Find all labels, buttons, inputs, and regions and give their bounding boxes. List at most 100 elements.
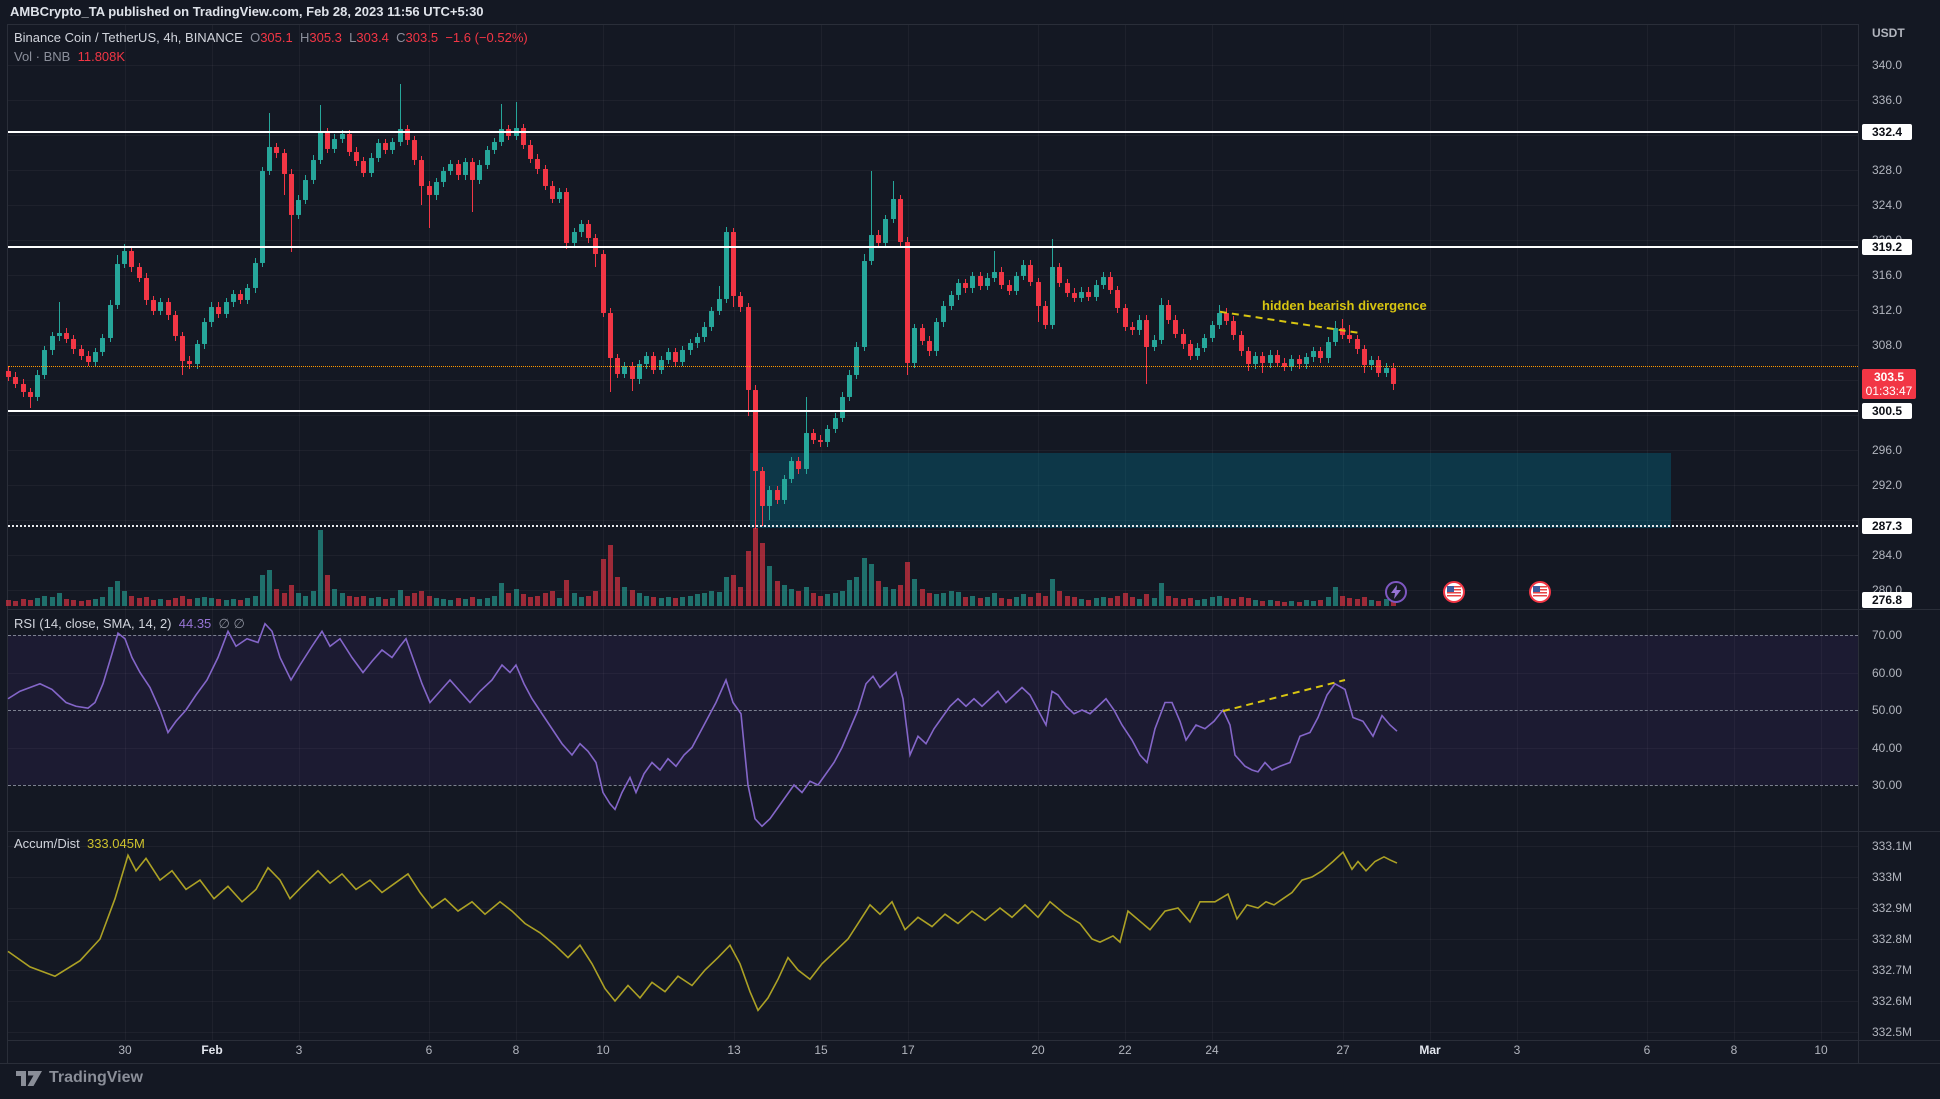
candle-body[interactable] (810, 433, 816, 440)
candle-body[interactable] (13, 376, 19, 384)
candle-body[interactable] (832, 417, 838, 429)
rsi-axis-tick[interactable]: 40.00 (1872, 740, 1903, 755)
candle-body[interactable] (238, 294, 243, 300)
candle-body[interactable] (1390, 367, 1396, 385)
candle-body[interactable] (745, 307, 751, 390)
price-axis-tick[interactable]: 308.0 (1872, 338, 1903, 352)
time-axis-label[interactable]: 30 (118, 1043, 132, 1057)
candle-body[interactable] (375, 142, 381, 158)
candle-body[interactable] (158, 302, 164, 311)
candle-body[interactable] (85, 355, 91, 362)
candle-body[interactable] (172, 315, 178, 337)
candle-body[interactable] (992, 271, 997, 278)
candle-body[interactable] (209, 306, 214, 323)
time-axis-label[interactable]: 22 (1118, 1043, 1132, 1057)
candle-body[interactable] (658, 359, 664, 370)
candle-body[interactable] (49, 336, 55, 351)
time-axis-label[interactable]: 13 (727, 1043, 741, 1057)
rsi-axis-tick[interactable]: 60.00 (1872, 665, 1903, 680)
candle-body[interactable] (325, 132, 330, 149)
candle-body[interactable] (535, 158, 541, 170)
candle-body[interactable] (673, 352, 678, 362)
candle-body[interactable] (419, 160, 425, 186)
candle-body[interactable] (1238, 335, 1244, 352)
candle-body[interactable] (1173, 319, 1179, 334)
price-axis-tick[interactable]: 296.0 (1872, 443, 1903, 457)
candle-body[interactable] (201, 322, 207, 345)
candle-body[interactable] (955, 282, 961, 296)
candle-body[interactable] (93, 352, 98, 362)
candle-body[interactable] (600, 254, 606, 313)
candle-body[interactable] (861, 261, 867, 347)
candle-body[interactable] (1050, 267, 1055, 325)
candle-body[interactable] (1035, 282, 1041, 306)
candle-body[interactable] (6, 371, 11, 377)
candle-body[interactable] (767, 490, 773, 506)
candle-body[interactable] (586, 224, 591, 239)
candle-body[interactable] (694, 337, 700, 344)
candle-body[interactable] (854, 346, 860, 375)
candle-body[interactable] (1296, 359, 1302, 365)
candle-body[interactable] (839, 396, 845, 418)
candle-body[interactable] (1071, 292, 1077, 298)
price-level-line[interactable] (8, 525, 1858, 528)
candle-body[interactable] (1231, 320, 1237, 336)
candle-body[interactable] (1347, 334, 1353, 339)
candle-body[interactable] (1151, 339, 1157, 347)
candle-body[interactable] (462, 162, 468, 176)
candle-body[interactable] (499, 128, 504, 142)
rsi-legend[interactable]: RSI (14, close, SMA, 14, 2) 44.35 ∅ ∅ (14, 616, 245, 632)
time-axis-label[interactable]: 10 (596, 1043, 610, 1057)
candle-body[interactable] (122, 250, 127, 264)
candle-body[interactable] (1216, 312, 1222, 325)
ad-axis-tick[interactable]: 332.7M (1872, 963, 1913, 977)
candle-body[interactable] (1137, 319, 1142, 331)
candle-body[interactable] (622, 366, 628, 374)
candle-body[interactable] (477, 164, 483, 180)
candle-body[interactable] (346, 134, 352, 152)
candle-body[interactable] (267, 147, 272, 171)
price-axis-tick[interactable]: 284.0 (1872, 548, 1903, 562)
price-level-line[interactable] (8, 409, 1858, 412)
us-flag-event-icon[interactable] (1529, 581, 1551, 603)
rsi-title[interactable]: RSI (14, close, SMA, 14, 2) (14, 616, 172, 631)
candle-body[interactable] (1187, 344, 1193, 356)
candle-body[interactable] (970, 275, 976, 289)
candle-body[interactable] (1158, 304, 1164, 340)
divergence-annotation[interactable]: hidden bearish divergence (1262, 298, 1427, 313)
candle-body[interactable] (296, 199, 301, 215)
candle-body[interactable] (941, 305, 947, 323)
candle-body[interactable] (361, 161, 367, 173)
us-flag-event-icon[interactable] (1443, 581, 1465, 603)
candle-body[interactable] (136, 267, 142, 278)
candle-body[interactable] (520, 128, 526, 145)
candle-body[interactable] (789, 461, 794, 479)
candle-body[interactable] (1115, 289, 1121, 309)
time-axis-label[interactable]: Feb (201, 1043, 223, 1057)
candle-body[interactable] (491, 142, 497, 150)
candle-body[interactable] (607, 312, 613, 359)
candle-body[interactable] (288, 173, 294, 215)
candle-body[interactable] (151, 300, 156, 311)
candle-body[interactable] (1195, 347, 1200, 356)
symbol-legend[interactable]: Binance Coin / TetherUS, 4h, BINANCE O30… (14, 30, 528, 45)
candle-body[interactable] (1282, 362, 1287, 367)
candle-body[interactable] (1311, 351, 1316, 358)
candle-body[interactable] (571, 232, 577, 243)
candle-body[interactable] (448, 163, 454, 171)
candle-body[interactable] (143, 277, 149, 301)
price-axis-tick[interactable]: 316.0 (1872, 268, 1903, 282)
candle-body[interactable] (644, 356, 649, 365)
candle-body[interactable] (796, 461, 802, 470)
candle-body[interactable] (549, 185, 555, 199)
candle-body[interactable] (680, 350, 686, 362)
candle-body[interactable] (412, 140, 417, 161)
candle-body[interactable] (397, 128, 403, 142)
candle-body[interactable] (1361, 349, 1367, 366)
candle-body[interactable] (1057, 267, 1063, 283)
rsi-axis-tick[interactable]: 50.00 (1872, 703, 1903, 717)
candle-body[interactable] (1093, 284, 1099, 297)
candle-body[interactable] (564, 191, 570, 243)
candle-body[interactable] (64, 332, 69, 339)
candle-body[interactable] (274, 147, 280, 154)
